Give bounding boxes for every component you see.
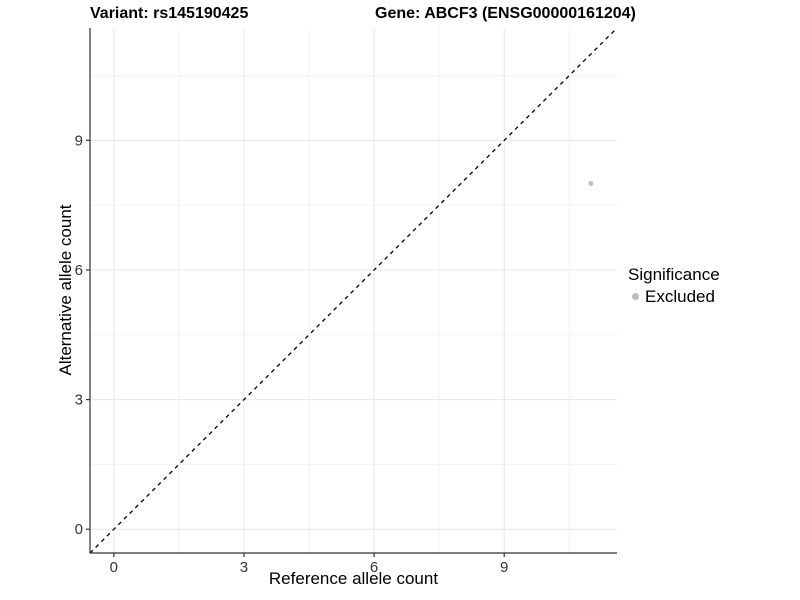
x-tick-label: 9 [500, 559, 508, 576]
plot-title-gene: Gene: ABCF3 (ENSG00000161204) [375, 5, 636, 22]
y-tick-label: 6 [75, 262, 83, 279]
x-axis-label: Reference allele count [268, 569, 439, 588]
y-tick-label: 9 [75, 132, 83, 149]
x-tick-label: 3 [240, 559, 248, 576]
y-tick-label: 0 [75, 521, 83, 538]
y-tick-label: 3 [75, 392, 83, 409]
legend: Significance Excluded [628, 264, 720, 307]
legend-item-excluded: Excluded [628, 286, 720, 307]
x-tick-label: 0 [110, 559, 118, 576]
legend-item-label: Excluded [645, 287, 715, 306]
legend-point-icon [632, 293, 639, 300]
legend-title: Significance [628, 265, 720, 284]
x-tick-label: 6 [370, 559, 378, 576]
plot-title-variant: Variant: rs145190425 [90, 5, 249, 22]
data-point [588, 181, 594, 187]
identity-dashed-line [89, 27, 618, 554]
y-axis-label: Alternative allele count [56, 204, 75, 376]
